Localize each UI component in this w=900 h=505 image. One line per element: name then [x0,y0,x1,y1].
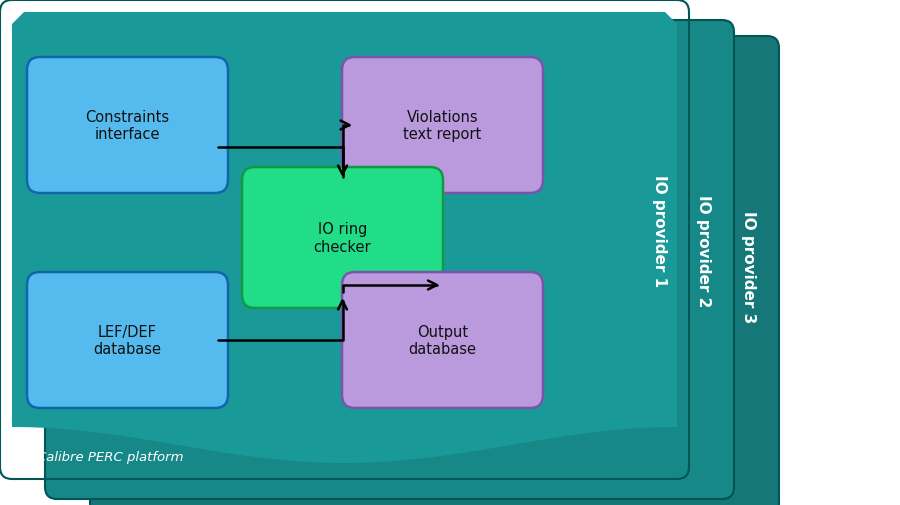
Text: Calibre PERC platform: Calibre PERC platform [37,450,184,464]
Polygon shape [12,13,677,463]
FancyBboxPatch shape [27,273,228,408]
Text: LEF/DEF
database: LEF/DEF database [94,324,161,357]
Text: Violations
text report: Violations text report [403,110,482,142]
Text: IO provider 3: IO provider 3 [742,211,757,323]
Text: Output
database: Output database [409,324,476,357]
FancyBboxPatch shape [27,58,228,193]
Text: Constraints
interface: Constraints interface [86,110,169,142]
FancyBboxPatch shape [342,58,543,193]
Text: IO provider 2: IO provider 2 [697,195,712,307]
Text: IO ring
checker: IO ring checker [314,222,372,254]
FancyBboxPatch shape [342,273,543,408]
Text: IO provider 1: IO provider 1 [652,175,667,287]
FancyBboxPatch shape [242,168,443,309]
FancyBboxPatch shape [90,37,779,505]
FancyBboxPatch shape [45,21,734,499]
